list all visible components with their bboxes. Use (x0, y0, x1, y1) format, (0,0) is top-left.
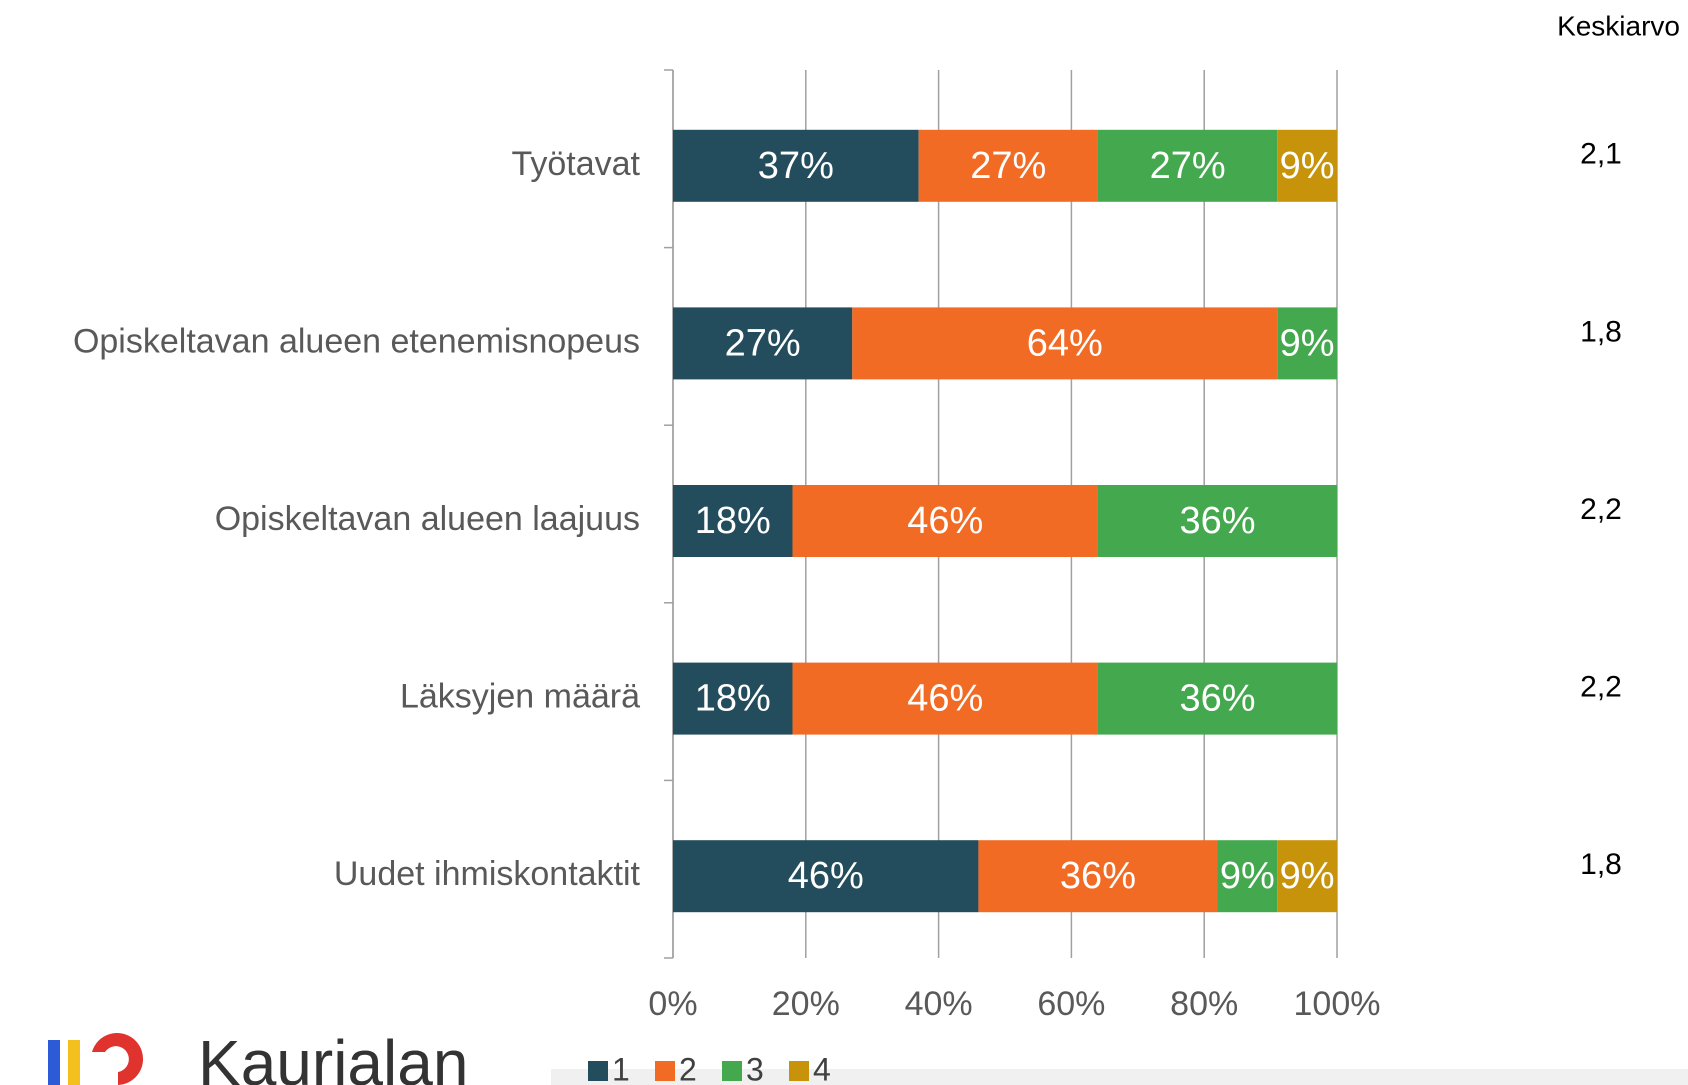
x-tick-label: 60% (1037, 985, 1105, 1023)
data-label: 18% (695, 678, 771, 720)
category-label: Työtavat (511, 145, 640, 183)
average-header: Keskiarvo (1557, 10, 1680, 41)
logo-shape (48, 1040, 60, 1085)
bar-segment (673, 662, 793, 735)
legend-swatch (655, 1061, 675, 1081)
logo-text: Kaurialan (198, 1027, 468, 1085)
footer-bar (551, 1069, 1688, 1085)
data-label: 46% (907, 500, 983, 542)
x-tick-label: 0% (648, 985, 697, 1023)
bar-segment (978, 840, 1218, 913)
data-label: 37% (758, 145, 834, 187)
bar-segment (852, 307, 1278, 380)
bar-segment (1097, 485, 1337, 557)
average-value: 1,8 (1580, 848, 1622, 881)
bar-segment (673, 840, 979, 913)
logo-shape (68, 1040, 80, 1085)
legend-label: 2 (679, 1051, 697, 1085)
category-label: Uudet ihmiskontaktit (334, 855, 641, 893)
x-tick-label: 80% (1170, 985, 1238, 1023)
bar-segment (1097, 129, 1278, 202)
bar-segment (792, 485, 1098, 557)
bar-segment (673, 129, 919, 202)
bar-segment (1277, 307, 1337, 380)
data-label: 64% (1027, 322, 1103, 364)
legend-label: 4 (813, 1051, 831, 1085)
data-label: 9% (1220, 855, 1275, 897)
legend-label: 1 (612, 1051, 630, 1085)
data-label: 9% (1280, 855, 1335, 897)
data-label: 36% (1179, 678, 1255, 720)
legend-swatch (588, 1061, 608, 1081)
data-label: 9% (1280, 145, 1335, 187)
category-label: Opiskeltavan alueen etenemisnopeus (73, 322, 640, 360)
legend-label: 3 (746, 1051, 764, 1085)
bar-segment (673, 485, 793, 557)
data-label: 27% (1150, 145, 1226, 187)
data-label: 27% (725, 322, 801, 364)
category-label: Opiskeltavan alueen laajuus (215, 500, 640, 538)
average-value: 2,2 (1580, 493, 1622, 526)
average-value: 1,8 (1580, 315, 1622, 348)
x-tick-label: 100% (1294, 985, 1381, 1023)
data-label: 46% (788, 855, 864, 897)
bar-segment (1277, 840, 1337, 913)
data-label: 36% (1179, 500, 1255, 542)
average-value: 2,2 (1580, 671, 1622, 704)
bar-segment (792, 662, 1098, 735)
bar-segment (918, 129, 1098, 202)
data-label: 9% (1280, 322, 1335, 364)
legend-swatch (789, 1061, 809, 1081)
logo-shape (92, 1033, 144, 1085)
legend-swatch (722, 1061, 742, 1081)
x-tick-label: 20% (772, 985, 840, 1023)
data-label: 18% (695, 500, 771, 542)
data-label: 36% (1060, 855, 1136, 897)
bar-segment (1277, 129, 1337, 202)
bar-segment (673, 307, 853, 380)
bar-segment (1217, 840, 1278, 913)
bar-segment (1097, 662, 1337, 735)
logo: Kaurialan (48, 1027, 468, 1085)
data-label: 46% (907, 678, 983, 720)
average-value: 2,1 (1580, 138, 1622, 171)
category-label: Läksyjen määrä (400, 678, 640, 716)
data-label: 27% (970, 145, 1046, 187)
x-tick-label: 40% (905, 985, 973, 1023)
